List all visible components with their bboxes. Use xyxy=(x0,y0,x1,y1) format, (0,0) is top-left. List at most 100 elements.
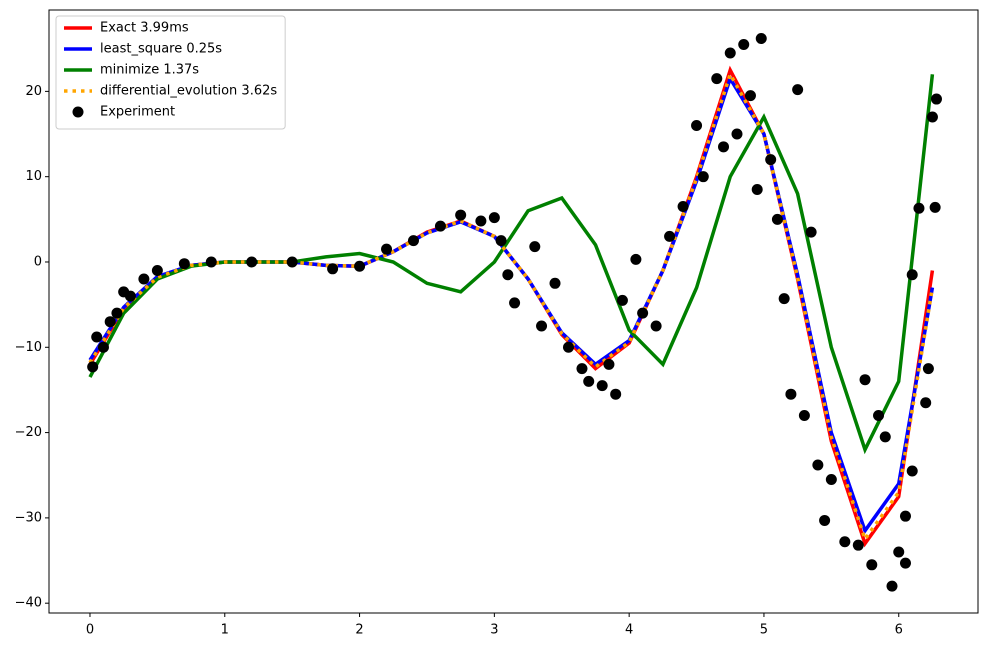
legend-label: differential_evolution 3.62s xyxy=(100,84,277,99)
scatter-point xyxy=(97,341,109,353)
legend-label: least_square 0.25s xyxy=(100,42,222,57)
scatter-point xyxy=(475,215,487,227)
scatter-point xyxy=(104,316,116,328)
scatter-point xyxy=(488,212,500,224)
scatter-point xyxy=(637,307,649,319)
scatter-point xyxy=(576,363,588,375)
scatter-point xyxy=(711,73,723,85)
x-tick-label: 5 xyxy=(760,623,768,638)
scatter-point xyxy=(920,397,932,409)
legend-box xyxy=(55,15,286,130)
scatter-point xyxy=(913,202,925,214)
scatter-point xyxy=(434,220,446,232)
y-tick-label: −20 xyxy=(15,425,42,440)
scatter-point xyxy=(771,213,783,225)
y-tick-label: 20 xyxy=(25,84,42,99)
y-tick-label: −30 xyxy=(15,510,42,525)
scatter-point xyxy=(738,38,750,50)
scatter-point xyxy=(765,154,777,166)
scatter-point xyxy=(178,258,190,270)
scatter-point xyxy=(852,539,864,551)
scatter-point xyxy=(650,320,662,332)
legend-swatch xyxy=(72,106,84,118)
scatter-point xyxy=(91,331,103,343)
scatter-point xyxy=(697,171,709,183)
y-tick-label: 0 xyxy=(34,254,42,269)
scatter-point xyxy=(839,536,851,548)
legend: Exact 3.99ms least_square 0.25s minimize 1… xyxy=(55,15,286,130)
scatter-point xyxy=(819,514,831,526)
scatter-point xyxy=(495,235,507,247)
x-tick-label: 0 xyxy=(86,623,94,638)
scatter-point xyxy=(603,358,615,370)
scatter-point xyxy=(407,235,419,247)
scatter-point xyxy=(562,341,574,353)
scatter-point xyxy=(879,431,891,443)
scatter-point xyxy=(825,474,837,486)
scatter-point xyxy=(549,277,561,289)
scatter-point xyxy=(630,253,642,265)
scatter-point xyxy=(929,201,941,213)
scatter-point xyxy=(596,380,608,392)
scatter-point xyxy=(354,260,366,272)
y-tick-label: 10 xyxy=(25,169,42,184)
scatter-point xyxy=(677,201,689,213)
scatter-point xyxy=(502,269,514,281)
scatter-point xyxy=(859,374,871,386)
scatter-point xyxy=(899,510,911,522)
scatter-point xyxy=(529,241,541,253)
x-tick-label: 1 xyxy=(221,623,229,638)
scatter-point xyxy=(778,293,790,305)
scatter-point xyxy=(724,47,736,59)
scatter-point xyxy=(205,256,217,268)
scatter-point xyxy=(111,307,123,319)
scatter-point xyxy=(906,465,918,477)
scatter-point xyxy=(866,559,878,571)
scatter-point xyxy=(509,297,521,309)
x-tick-label: 2 xyxy=(355,623,363,638)
y-tick-label: −40 xyxy=(15,596,42,611)
x-tick-label: 4 xyxy=(625,623,633,638)
scatter-point xyxy=(664,230,676,242)
scatter-point xyxy=(792,84,804,96)
scatter-point xyxy=(151,265,163,277)
legend-label: Experiment xyxy=(100,105,175,120)
x-tick-label: 6 xyxy=(895,623,903,638)
scatter-point xyxy=(751,183,763,195)
scatter-point xyxy=(899,557,911,569)
scatter-point xyxy=(327,263,339,275)
scatter-point xyxy=(381,243,393,255)
scatter-point xyxy=(124,290,136,302)
scatter-point xyxy=(886,580,898,592)
scatter-point xyxy=(731,128,743,140)
scatter-point xyxy=(812,459,824,471)
scatter-point xyxy=(455,209,467,221)
scatter-point xyxy=(893,546,905,558)
scatter-point xyxy=(138,273,150,285)
scatter-point xyxy=(798,410,810,422)
scatter-point xyxy=(744,90,756,102)
x-tick-label: 3 xyxy=(490,623,498,638)
scatter-point xyxy=(610,388,622,400)
series-line xyxy=(88,74,935,455)
scatter-point xyxy=(930,93,942,105)
scatter-point xyxy=(536,320,548,332)
scatter-point xyxy=(785,388,797,400)
scatter-point xyxy=(583,375,595,387)
scatter-point xyxy=(805,226,817,238)
scatter-point xyxy=(755,32,767,44)
y-tick-label: −10 xyxy=(15,340,42,355)
plot-frame xyxy=(48,9,979,614)
legend-label: minimize 1.37s xyxy=(100,63,199,78)
series-line xyxy=(88,69,935,544)
scatter-point xyxy=(926,111,938,123)
scatter-point xyxy=(906,269,918,281)
legend-label: Exact 3.99ms xyxy=(100,21,189,36)
scatter-point xyxy=(691,119,703,131)
scatter-point xyxy=(616,294,628,306)
scatter-point xyxy=(873,410,885,422)
scatter-point xyxy=(718,141,730,153)
scatter-point xyxy=(922,363,934,375)
scatter-point xyxy=(246,256,258,268)
